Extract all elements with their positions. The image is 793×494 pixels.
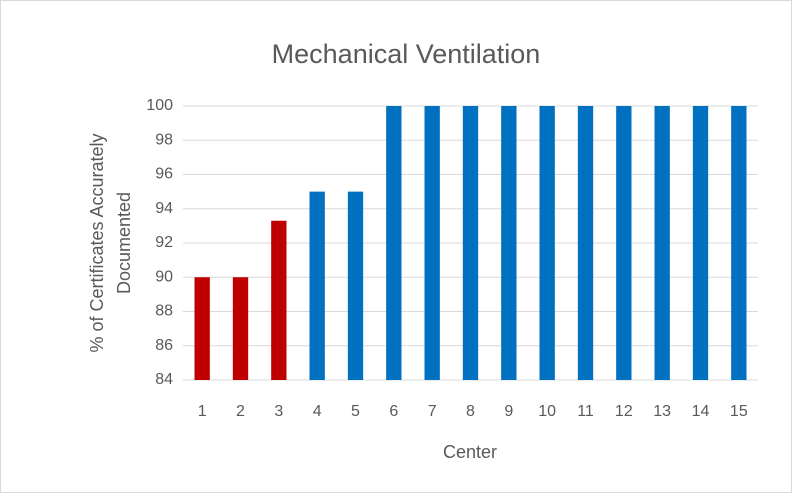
bar [271,220,287,380]
y-tick-label: 90 [155,268,173,285]
bar [616,106,632,380]
x-tick-label: 10 [538,403,556,420]
x-tick-label: 9 [504,403,513,420]
x-tick-label: 11 [577,403,594,420]
bar [654,106,670,380]
y-tick-label: 84 [155,371,173,388]
x-tick-label: 8 [466,403,475,420]
bar [424,106,440,380]
x-tick-label: 3 [274,403,283,420]
bar [309,191,325,380]
y-tick-label: 96 [155,166,173,183]
bar [386,106,402,380]
bar [577,106,594,380]
bar [501,106,517,380]
bar [194,277,210,380]
x-tick-label: 5 [351,403,360,420]
y-axis-label: Documented [114,192,134,294]
x-tick-label: 15 [730,403,748,420]
bar [462,106,479,380]
y-axis-label: % of Certificates Accurately [87,133,107,352]
x-tick-label: 4 [313,403,322,420]
x-tick-label: 6 [389,403,398,420]
bar [539,106,555,380]
x-tick-label: 1 [198,403,207,420]
x-tick-label: 14 [692,403,710,420]
y-tick-label: 88 [155,303,173,320]
bar [347,191,364,380]
x-tick-label: 12 [615,403,633,420]
x-tick-label: 7 [428,403,437,420]
bar [692,106,709,380]
y-tick-label: 92 [155,234,173,251]
x-axis-label: Center [443,442,497,462]
y-tick-label: 94 [155,200,173,217]
bar [232,277,249,380]
y-tick-label: 98 [155,131,173,148]
bar [731,106,747,380]
chart-title: Mechanical Ventilation [272,39,541,69]
y-tick-label: 100 [146,97,173,114]
x-tick-label: 2 [236,403,245,420]
x-tick-label: 13 [653,403,671,420]
y-tick-label: 86 [155,337,173,354]
